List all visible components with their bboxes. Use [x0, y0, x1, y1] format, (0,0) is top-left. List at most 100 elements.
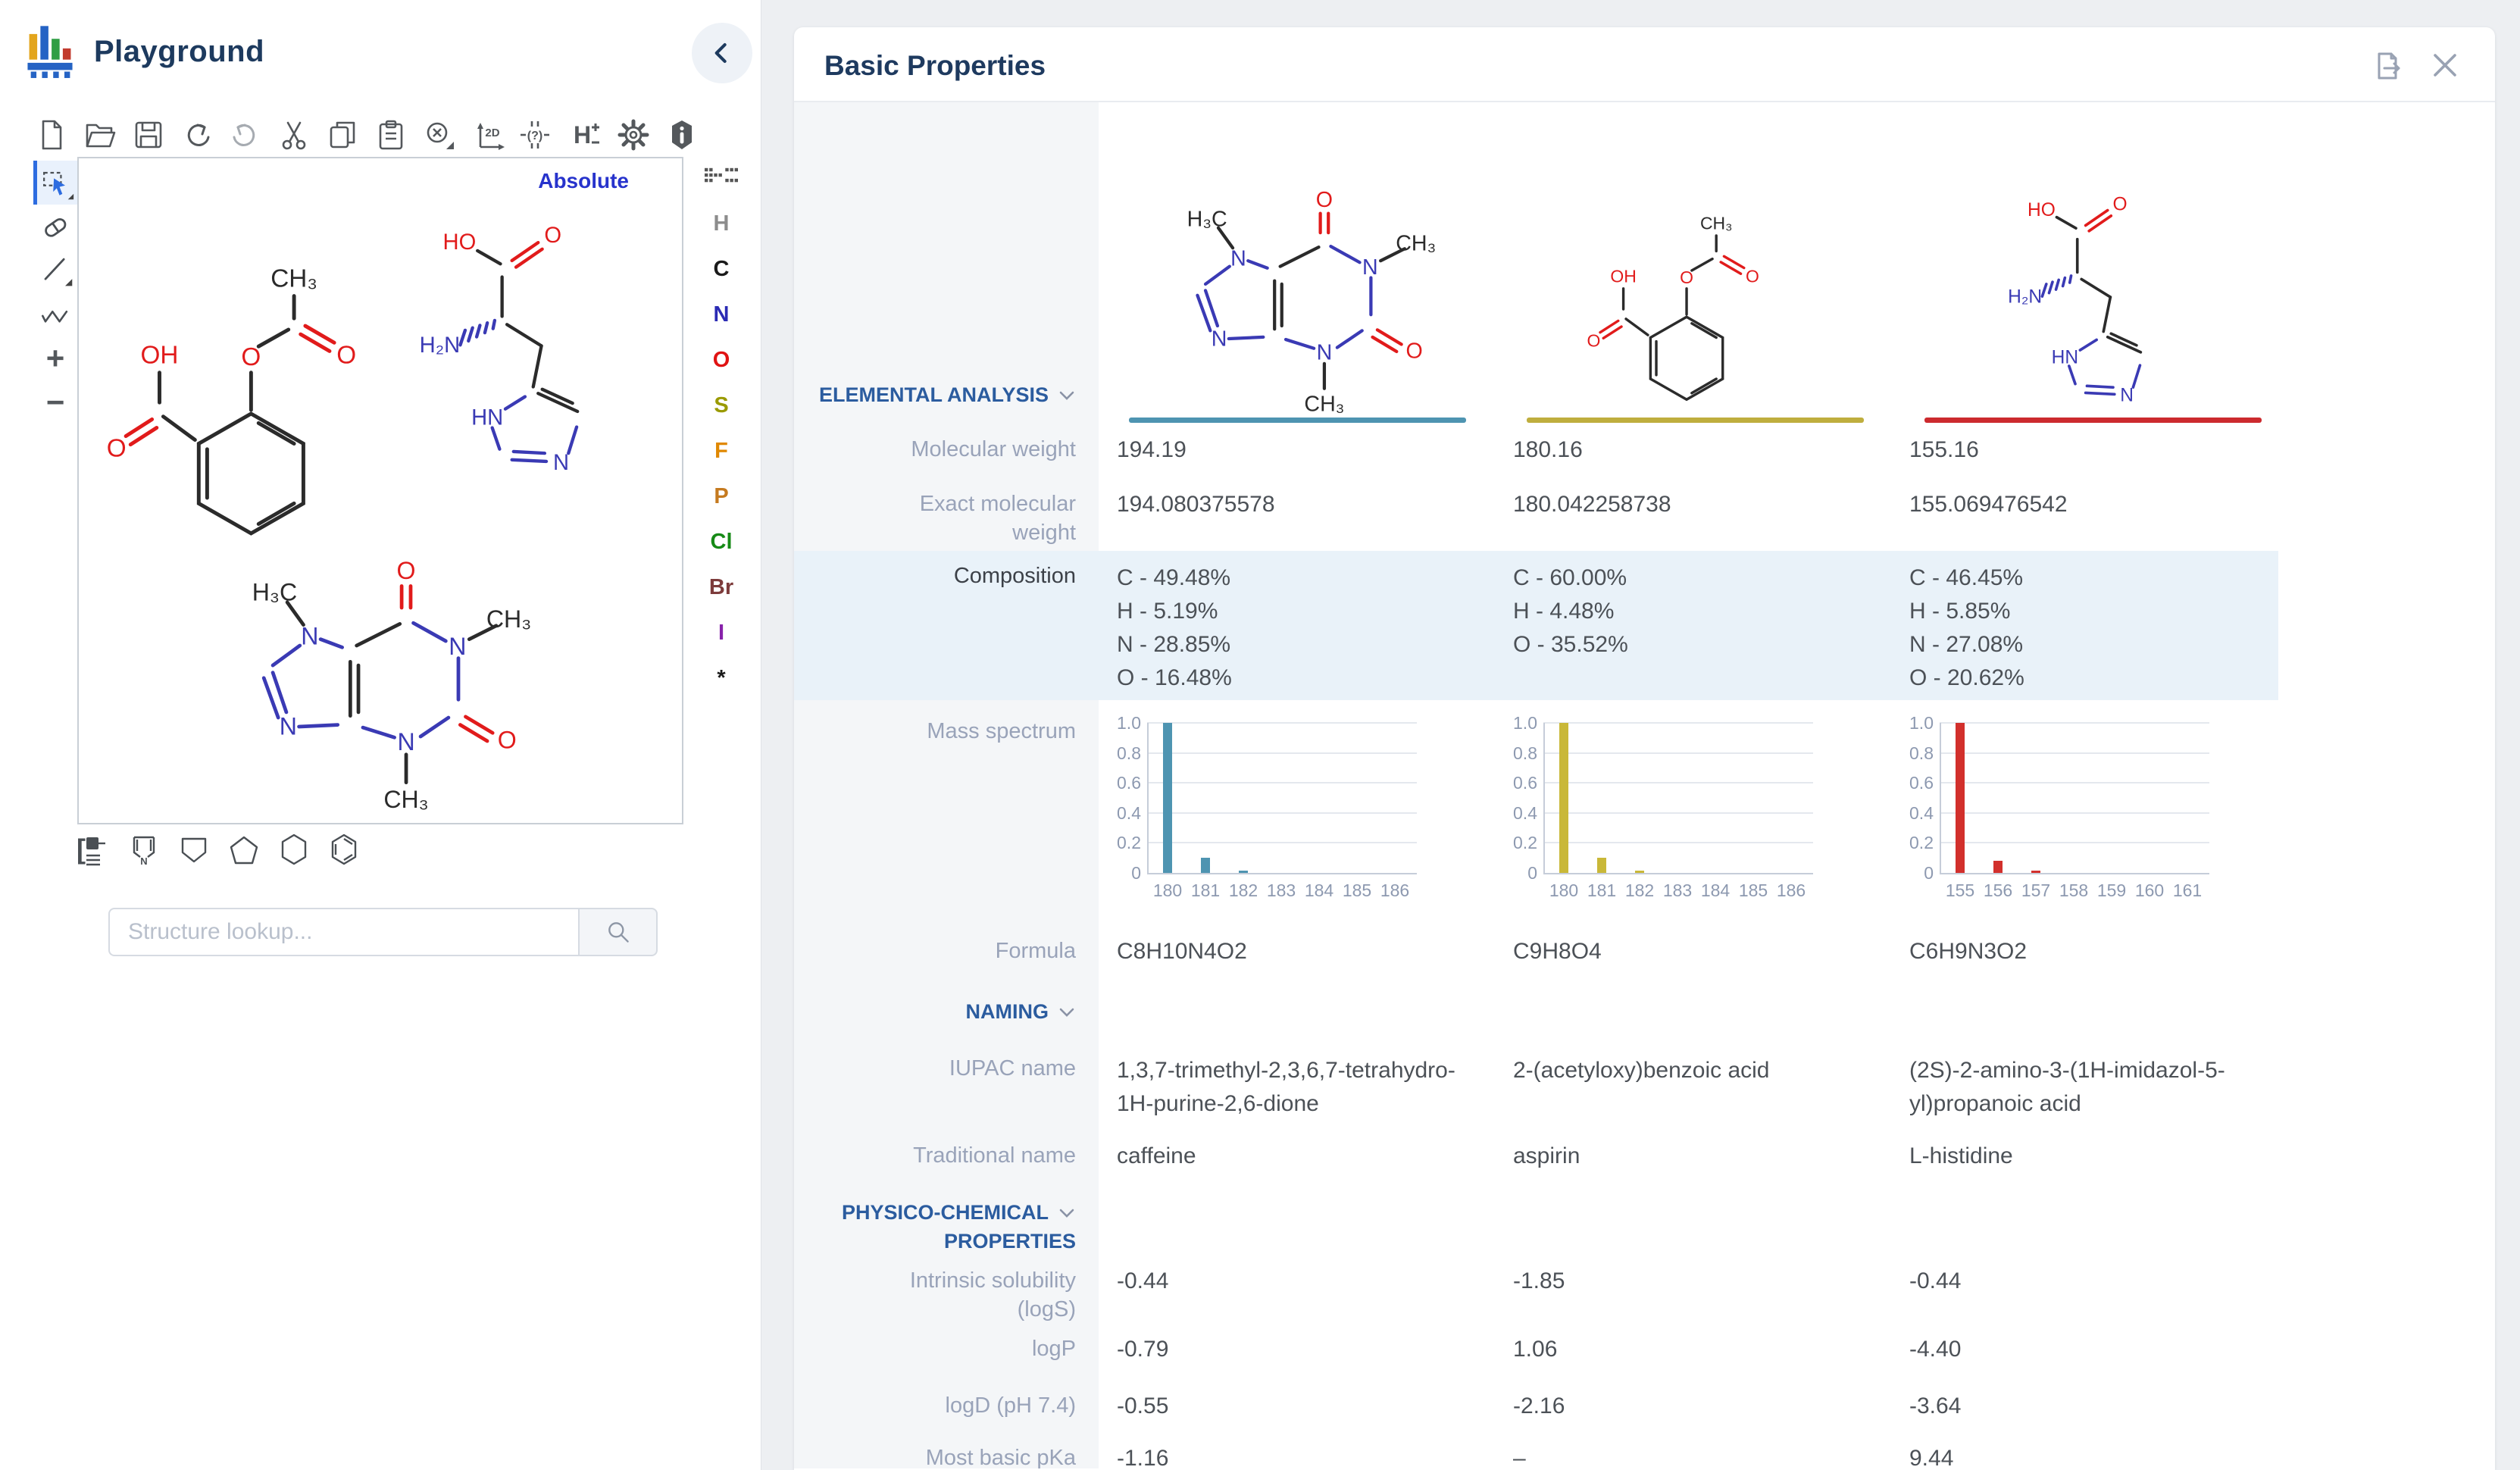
x-axis-tick: 182	[1228, 880, 1258, 900]
copy-icon[interactable]	[324, 117, 361, 153]
property-row-composition: Composition C - 49.48% H - 5.19% N - 28.…	[794, 551, 2495, 700]
x-axis-tick: 155	[1945, 880, 1975, 900]
palette-element-H[interactable]: H	[713, 211, 730, 236]
property-row-mass-spectrum: Mass spectrum 1.0 0.8 0.6 0.4 0.2 0 180 181 182 1…	[794, 700, 2495, 917]
svg-text:[: [	[77, 834, 86, 865]
x-axis-tick: 184	[1304, 880, 1334, 900]
x-axis-tick: 185	[1738, 880, 1768, 900]
redo-icon[interactable]	[227, 117, 264, 153]
palette-element-C[interactable]: C	[713, 256, 730, 281]
zoom-in-tool[interactable]: +	[33, 336, 77, 380]
open-icon[interactable]	[82, 117, 118, 153]
property-label: Intrinsic solubility (logS)	[909, 1268, 1076, 1321]
property-value: C - 46.45% H - 5.85% N - 27.08% O - 20.6…	[1909, 565, 2024, 690]
undo-icon[interactable]	[179, 117, 215, 153]
palette-element-any[interactable]: *	[717, 665, 726, 690]
fragment-icon[interactable]: (?)	[518, 117, 555, 153]
svg-text:N: N	[140, 855, 147, 867]
property-value: 2-(acetyloxy)benzoic acid	[1513, 1058, 1770, 1083]
paste-icon[interactable]	[373, 117, 409, 153]
x-axis-tick: 158	[2059, 880, 2089, 900]
y-axis-tick: 0.6	[1513, 773, 1537, 793]
cyclopentadiene-template-icon[interactable]	[173, 829, 215, 871]
palette-element-N[interactable]: N	[713, 302, 730, 327]
basic-properties-panel: Basic Properties	[794, 27, 2495, 1470]
property-value: 1.06	[1513, 1337, 1558, 1362]
section-header: ELEMENTAL ANALYSIS	[818, 383, 1049, 406]
add-remove-hydrogens-icon[interactable]: H	[567, 117, 603, 153]
x-axis-tick: 180	[1152, 880, 1183, 900]
structure-editor-panel: Playground 2D (?) H	[0, 0, 761, 1470]
y-axis-tick: 0.4	[1513, 802, 1537, 823]
new-document-icon[interactable]	[33, 117, 70, 153]
palette-element-Br[interactable]: Br	[708, 574, 734, 599]
close-icon[interactable]	[2427, 47, 2463, 83]
save-icon[interactable]	[130, 117, 167, 153]
app-logo	[23, 21, 77, 83]
chevron-down-icon[interactable]	[1058, 1207, 1076, 1219]
structure-lookup-input[interactable]	[108, 908, 578, 956]
bond-tool[interactable]	[33, 249, 77, 292]
canvas-molecule-histidine	[408, 211, 663, 482]
periodic-table-icon[interactable]	[697, 155, 746, 201]
spectrum-bar	[1956, 723, 1965, 873]
spectrum-bar	[1635, 871, 1644, 873]
cyclopentane-template-icon[interactable]	[223, 829, 265, 871]
palette-element-I[interactable]: I	[718, 620, 725, 645]
palette-element-P[interactable]: P	[714, 483, 729, 508]
x-axis-tick: 184	[1700, 880, 1731, 900]
property-value: C - 60.00% H - 4.48% O - 35.52%	[1513, 565, 1628, 657]
column-underline-aspirin	[1527, 418, 1864, 423]
collapse-panel-button[interactable]	[692, 23, 752, 83]
property-value: -2.16	[1513, 1393, 1565, 1418]
palette-element-Cl[interactable]: Cl	[710, 529, 733, 554]
chevron-down-icon[interactable]	[1058, 1006, 1076, 1018]
property-row-exact-molecular-weight: Exact molecular weight 194.080375578 180…	[794, 485, 2495, 551]
structure-canvas[interactable]: Absolute	[77, 157, 683, 824]
property-value: -4.40	[1909, 1337, 1962, 1362]
y-axis-tick: 0.6	[1117, 773, 1141, 793]
x-axis-tick: 186	[1380, 880, 1410, 900]
info-icon[interactable]	[664, 117, 700, 153]
property-label: Exact molecular weight	[919, 492, 1076, 545]
element-palette: H C N O S F P Cl Br I *	[694, 155, 749, 701]
zoom-out-tool[interactable]: −	[33, 380, 77, 424]
property-label: logD (pH 7.4)	[945, 1393, 1076, 1418]
search-icon	[608, 922, 629, 943]
y-axis-tick: 0.8	[1117, 743, 1141, 763]
mass-spectrum-chart-aspirin: 1.0 0.8 0.6 0.4 0.2 0 180 181 182 183 184 185 186	[1499, 713, 1856, 906]
x-axis-tick: 183	[1266, 880, 1296, 900]
clear-structure-icon[interactable]	[421, 117, 458, 153]
cyclohexane-template-icon[interactable]	[273, 829, 315, 871]
settings-gear-icon[interactable]	[615, 117, 652, 153]
benzene-template-icon[interactable]	[323, 829, 365, 871]
property-value: 180.16	[1513, 437, 1583, 462]
property-row-logd: logD (pH 7.4) -0.55 -2.16 -3.64	[794, 1379, 2495, 1436]
panel-title: Basic Properties	[824, 50, 1046, 81]
chain-tool[interactable]	[33, 292, 77, 336]
property-label: Most basic pKa	[925, 1446, 1076, 1468]
pyrrole-template-icon[interactable]: N	[123, 829, 165, 871]
property-row-logp: logP -0.79 1.06 -4.40	[794, 1322, 2495, 1379]
property-value: aspirin	[1513, 1143, 1580, 1168]
chirality-flag: Absolute	[538, 169, 629, 192]
property-value: 155.069476542	[1909, 492, 2068, 517]
chevron-down-icon[interactable]	[1058, 389, 1076, 402]
export-icon[interactable]	[2369, 47, 2406, 83]
palette-element-S[interactable]: S	[714, 393, 729, 418]
spectrum-bar	[1239, 871, 1248, 873]
x-axis-tick: 180	[1549, 880, 1579, 900]
selection-tool[interactable]	[33, 161, 77, 205]
structure-lookup-button[interactable]	[578, 908, 658, 956]
palette-element-F[interactable]: F	[714, 438, 728, 463]
abbreviated-group-icon[interactable]: [	[73, 829, 115, 871]
mass-spectrum-chart-histidine: 1.0 0.8 0.6 0.4 0.2 0 155 156 157 158 159 160 161	[1896, 713, 2252, 906]
x-axis-tick: 159	[2096, 880, 2127, 900]
clean-2d-icon[interactable]: 2D	[470, 117, 506, 153]
cut-icon[interactable]	[276, 117, 312, 153]
property-value: -1.85	[1513, 1268, 1565, 1293]
property-value: -1.16	[1117, 1446, 1169, 1468]
spectrum-bar	[1201, 858, 1210, 873]
palette-element-O[interactable]: O	[712, 347, 730, 372]
eraser-tool[interactable]	[33, 205, 77, 249]
